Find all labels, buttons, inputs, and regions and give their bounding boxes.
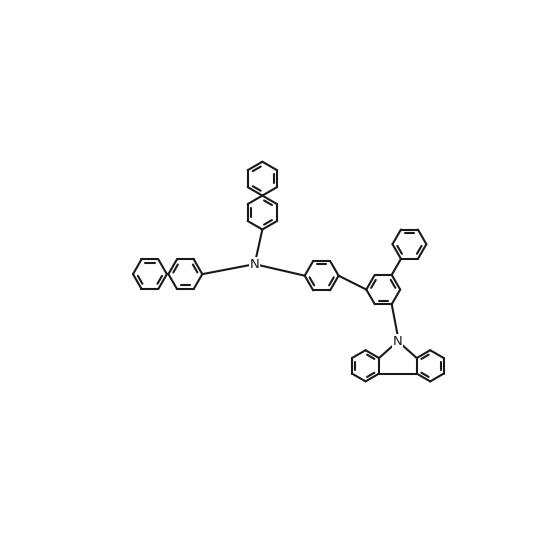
Text: N: N — [250, 258, 259, 270]
Text: N: N — [393, 335, 403, 348]
